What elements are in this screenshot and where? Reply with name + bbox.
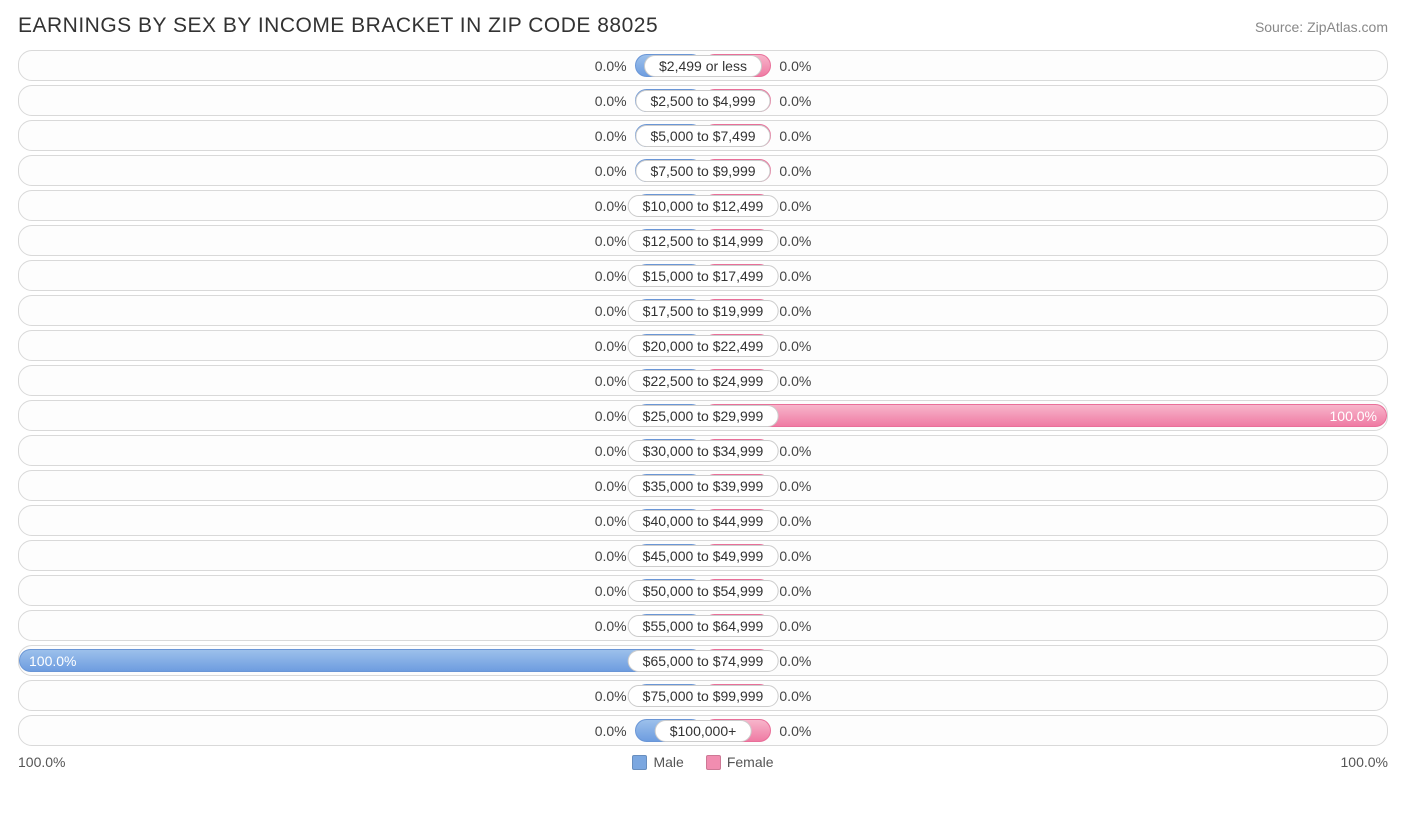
category-label: $2,500 to $4,999: [635, 90, 770, 112]
legend-item-male: Male: [632, 754, 683, 770]
category-label: $2,499 or less: [644, 55, 762, 77]
axis-right-label: 100.0%: [1308, 754, 1388, 770]
category-label: $22,500 to $24,999: [628, 370, 779, 392]
category-label: $75,000 to $99,999: [628, 685, 779, 707]
male-value-label: 0.0%: [595, 58, 635, 74]
chart-row: 0.0%0.0%$40,000 to $44,999: [18, 505, 1388, 536]
category-label: $5,000 to $7,499: [635, 125, 770, 147]
chart-row: 100.0%0.0%$65,000 to $74,999: [18, 645, 1388, 676]
chart-row: 0.0% 0.0% $2,499 or less: [18, 50, 1388, 81]
legend-male-label: Male: [653, 754, 683, 770]
category-label: $100,000+: [655, 720, 752, 742]
female-value-label: 0.0%: [771, 723, 811, 739]
female-swatch-icon: [706, 755, 721, 770]
female-value-label: 0.0%: [771, 128, 811, 144]
chart-source: Source: ZipAtlas.com: [1255, 19, 1388, 35]
category-label: $50,000 to $54,999: [628, 580, 779, 602]
chart-row: 0.0% 0.0%$5,000 to $7,499: [18, 120, 1388, 151]
category-label: $65,000 to $74,999: [628, 650, 779, 672]
male-bar: [19, 649, 703, 672]
chart-row: 0.0%0.0%$30,000 to $34,999: [18, 435, 1388, 466]
male-value-label: 0.0%: [595, 93, 635, 109]
male-swatch-icon: [632, 755, 647, 770]
diverging-bar-chart: 0.0%0.0%$2,499 or less0.0%0.0%$2,500 to …: [18, 50, 1388, 746]
category-label: $12,500 to $14,999: [628, 230, 779, 252]
legend-female-label: Female: [727, 754, 774, 770]
female-value-label: 0.0%: [771, 93, 811, 109]
chart-row: 0.0%0.0%$20,000 to $22,499: [18, 330, 1388, 361]
chart-row: 0.0% 0.0%$2,500 to $4,999: [18, 85, 1388, 116]
category-label: $35,000 to $39,999: [628, 475, 779, 497]
category-label: $17,500 to $19,999: [628, 300, 779, 322]
category-label: $55,000 to $64,999: [628, 615, 779, 637]
chart-row: 0.0%0.0%$15,000 to $17,499: [18, 260, 1388, 291]
male-value-label: 0.0%: [595, 163, 635, 179]
chart-row: 0.0%0.0%$50,000 to $54,999: [18, 575, 1388, 606]
axis-left-label: 100.0%: [18, 754, 98, 770]
category-label: $45,000 to $49,999: [628, 545, 779, 567]
female-value-label: 100.0%: [1330, 408, 1387, 424]
chart-header: EARNINGS BY SEX BY INCOME BRACKET IN ZIP…: [18, 14, 1388, 38]
chart-footer: 100.0% Male Female 100.0%: [18, 754, 1388, 770]
female-value-label: 0.0%: [771, 163, 811, 179]
female-bar: [703, 404, 1387, 427]
chart-row: 0.0%0.0%$75,000 to $99,999: [18, 680, 1388, 711]
male-value-label: 0.0%: [595, 723, 635, 739]
chart-row: 0.0%0.0%$10,000 to $12,499: [18, 190, 1388, 221]
chart-row: 0.0% 0.0%$7,500 to $9,999: [18, 155, 1388, 186]
male-value-label: 100.0%: [19, 653, 76, 669]
chart-row: 0.0%0.0%$45,000 to $49,999: [18, 540, 1388, 571]
category-label: $30,000 to $34,999: [628, 440, 779, 462]
chart-row: 0.0%0.0%$55,000 to $64,999: [18, 610, 1388, 641]
category-label: $40,000 to $44,999: [628, 510, 779, 532]
category-label: $25,000 to $29,999: [628, 405, 779, 427]
chart-row: 0.0% 0.0% $100,000+: [18, 715, 1388, 746]
legend: Male Female: [632, 754, 773, 770]
chart-row: 0.0%0.0%$22,500 to $24,999: [18, 365, 1388, 396]
chart-row: 0.0%100.0%$25,000 to $29,999: [18, 400, 1388, 431]
chart-title: EARNINGS BY SEX BY INCOME BRACKET IN ZIP…: [18, 14, 658, 38]
legend-item-female: Female: [706, 754, 774, 770]
chart-row: 0.0%0.0%$35,000 to $39,999: [18, 470, 1388, 501]
category-label: $15,000 to $17,499: [628, 265, 779, 287]
chart-row: 0.0%0.0%$17,500 to $19,999: [18, 295, 1388, 326]
category-label: $10,000 to $12,499: [628, 195, 779, 217]
chart-row: 0.0%0.0%$12,500 to $14,999: [18, 225, 1388, 256]
male-value-label: 0.0%: [595, 128, 635, 144]
category-label: $20,000 to $22,499: [628, 335, 779, 357]
category-label: $7,500 to $9,999: [635, 160, 770, 182]
female-value-label: 0.0%: [771, 58, 811, 74]
